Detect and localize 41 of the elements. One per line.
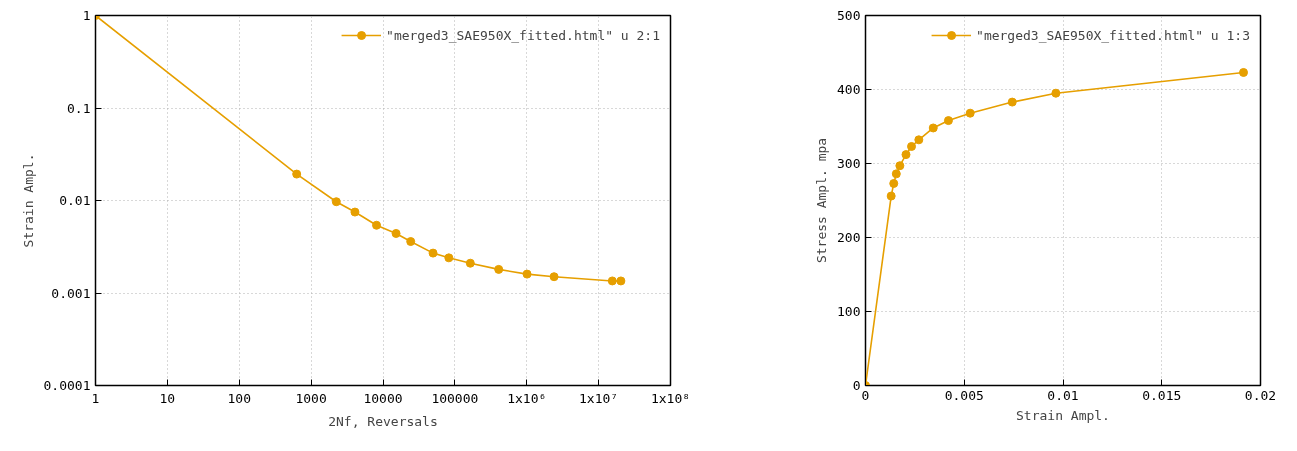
point [907, 141, 917, 151]
y-tick-label: 400 [837, 82, 861, 97]
x-tick-label: 10 [159, 390, 176, 406]
y-tick-label: 300 [837, 156, 861, 171]
point [895, 161, 905, 171]
point [886, 191, 896, 201]
x-tick-label: 0.005 [944, 387, 984, 403]
legend-label: "merged3_SAE950X_fitted.html" u 1:3 [976, 27, 1250, 43]
y-tick-label: 200 [837, 230, 861, 245]
y-axis-title: Strain Ampl. [20, 153, 36, 248]
point [889, 178, 899, 188]
legend-label: "merged3_SAE950X_fitted.html" u 2:1 [386, 27, 660, 43]
x-tick-label: 1x10⁷ [579, 390, 619, 406]
y-tick-label: 1 [82, 8, 91, 23]
y-axis-title: Stress Ampl. mpa [814, 137, 830, 264]
point [943, 116, 953, 126]
point [901, 150, 911, 160]
y-tick-label: 0.1 [67, 100, 91, 116]
x-tick-label: 1x10⁶ [507, 390, 547, 406]
point [914, 135, 924, 145]
y-tick-label: 500 [837, 8, 861, 23]
x-tick-label: 1x10⁸ [650, 390, 691, 406]
x-tick-label: 1000 [295, 390, 327, 406]
x-tick-label: 0.01 [1047, 387, 1079, 403]
x-tick-label: 0.02 [1244, 387, 1277, 403]
point [1051, 88, 1061, 98]
y-tick-label: 0.001 [51, 285, 91, 301]
point [891, 169, 901, 179]
x-tick-label: 100 [227, 390, 251, 406]
y-tick-label: 0.01 [59, 193, 91, 208]
point [965, 108, 975, 118]
x-tick-label: 0.015 [1142, 387, 1182, 403]
y-tick-label: 100 [837, 304, 861, 319]
point [1239, 67, 1249, 77]
x-tick-label: 100000 [431, 390, 479, 406]
point [928, 123, 938, 133]
y-tick-label: 0.0001 [43, 378, 91, 393]
x-axis-title: 2Nf, Reversals [328, 413, 438, 429]
x-tick-label: 10000 [363, 390, 403, 406]
point [1007, 97, 1017, 107]
x-axis-title: Strain Ampl. [1016, 407, 1110, 423]
